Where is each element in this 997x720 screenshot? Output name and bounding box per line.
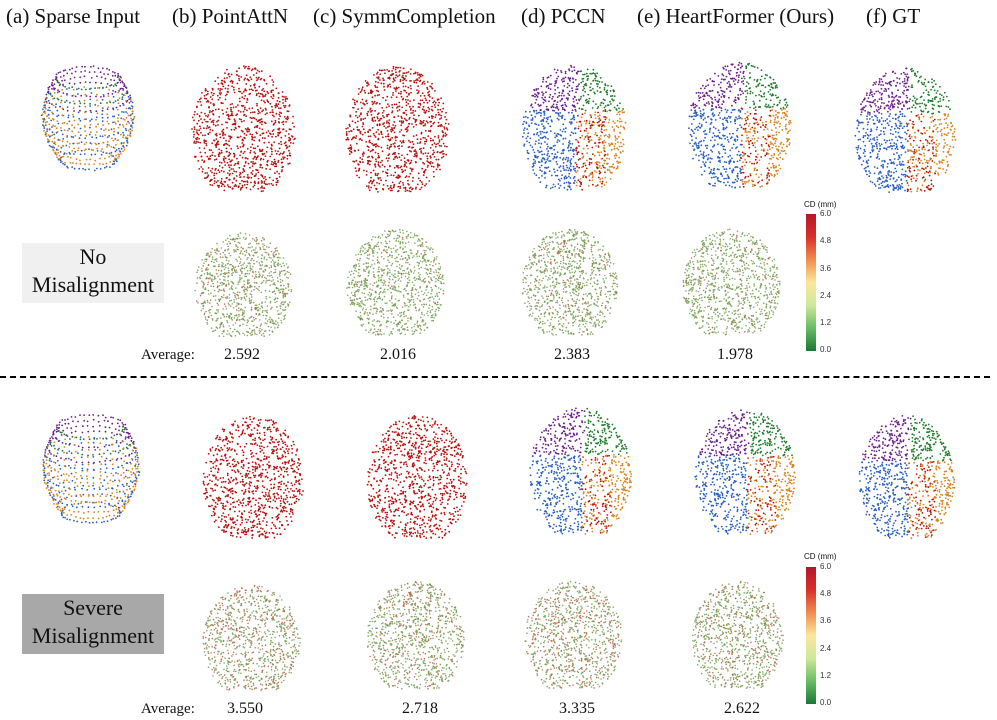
average-value-pccn: 2.383 xyxy=(554,346,590,363)
colorbar-tick: 0.0 xyxy=(820,345,832,354)
colorbar-tick: 4.8 xyxy=(820,236,832,245)
cloud xyxy=(854,67,957,194)
pccn-error-severe-misalignment xyxy=(518,566,638,694)
cloud xyxy=(191,65,296,193)
pointattn-error-severe-misalignment xyxy=(196,570,316,696)
average-value-symmcompletion: 2.016 xyxy=(380,346,416,363)
colorbar-title: CD (mm) xyxy=(804,200,837,209)
colorbar-tick: 2.4 xyxy=(820,644,832,653)
cloud xyxy=(529,407,633,535)
cloud xyxy=(694,409,797,535)
heartformer-error-severe-misalignment xyxy=(686,566,798,694)
sparse-input-no-misalignment xyxy=(28,50,148,190)
colorbar-tick: 4.8 xyxy=(820,589,832,598)
cloud xyxy=(202,415,304,539)
average-value-pointattn: 2.592 xyxy=(224,346,260,363)
cloud xyxy=(858,415,956,540)
sparse-input-severe-misalignment xyxy=(28,398,154,544)
colorbar-tick: 3.6 xyxy=(820,616,832,625)
cloud xyxy=(682,228,781,336)
colorbar-title: CD (mm) xyxy=(804,552,837,561)
header-pccn: (d) PCCN xyxy=(521,4,606,28)
cloud xyxy=(688,61,792,189)
header-symmcompletion: (c) SymmCompletion xyxy=(313,4,496,28)
heartformer-result-no-misalignment xyxy=(680,44,808,194)
cloud xyxy=(524,580,623,689)
cloud xyxy=(366,581,465,690)
pccn-error-no-misalignment xyxy=(515,214,633,340)
symmcompletion-error-no-misalignment xyxy=(340,214,460,340)
cloud xyxy=(346,228,445,336)
average-value-pccn: 3.335 xyxy=(559,700,595,717)
header-heartformer: (e) HeartFormer (Ours) xyxy=(637,4,835,28)
heart-image xyxy=(40,65,136,172)
condition-label-no-misalignment: No Misalignment xyxy=(22,243,164,303)
average-value-pointattn: 3.550 xyxy=(227,700,263,717)
symmcompletion-result-no-misalignment xyxy=(338,48,466,198)
pointattn-result-no-misalignment xyxy=(184,48,312,198)
cloud xyxy=(345,65,450,193)
cloud xyxy=(202,584,301,691)
heartformer-result-severe-misalignment xyxy=(688,392,812,540)
cloud xyxy=(194,232,293,338)
colorbar xyxy=(806,567,816,704)
average-value-symmcompletion: 2.718 xyxy=(402,700,438,717)
colorbar xyxy=(806,214,816,351)
colorbar-tick: 6.0 xyxy=(820,209,832,218)
colorbar-tick: 2.4 xyxy=(820,291,832,300)
header-sparse-input: (a) Sparse Input xyxy=(6,4,141,28)
symmcompletion-result-severe-misalignment xyxy=(360,398,484,544)
header-pointattn: (b) PointAttN xyxy=(172,4,289,28)
heartformer-error-no-misalignment xyxy=(676,214,796,340)
average-value-heartformer: 1.978 xyxy=(717,346,753,363)
pointattn-error-no-misalignment xyxy=(188,218,308,342)
colorbar-tick: 3.6 xyxy=(820,264,832,273)
gt-severe-misalignment xyxy=(852,398,970,544)
colorbar-tick: 6.0 xyxy=(820,562,832,571)
cloud xyxy=(521,64,627,191)
pccn-result-no-misalignment xyxy=(515,46,643,196)
pointattn-result-severe-misalignment xyxy=(196,398,320,544)
average-label-severe-misalignment: Average: xyxy=(141,701,195,717)
colorbar-tick: 0.0 xyxy=(820,698,832,707)
pccn-result-severe-misalignment xyxy=(522,390,648,540)
colorbar-tick: 1.2 xyxy=(820,318,832,327)
average-label-no-misalignment: Average: xyxy=(141,347,195,363)
condition-line2: Misalignment xyxy=(31,623,155,648)
gt-no-misalignment xyxy=(848,50,972,198)
condition-line1: No xyxy=(79,244,107,269)
header-gt: (f) GT xyxy=(866,4,921,28)
condition-line1: Severe xyxy=(63,595,123,620)
condition-line2: Misalignment xyxy=(31,272,155,297)
condition-label-severe-misalignment: Severe Misalignment xyxy=(22,594,164,654)
cloud xyxy=(692,580,784,689)
colorbar-tick: 1.2 xyxy=(820,671,832,680)
cloud xyxy=(42,414,141,524)
cloud xyxy=(521,228,619,336)
average-value-heartformer: 2.622 xyxy=(724,700,760,717)
cloud xyxy=(366,415,468,539)
section-divider xyxy=(0,376,990,378)
cloud xyxy=(40,65,136,172)
symmcompletion-error-severe-misalignment xyxy=(360,566,480,694)
